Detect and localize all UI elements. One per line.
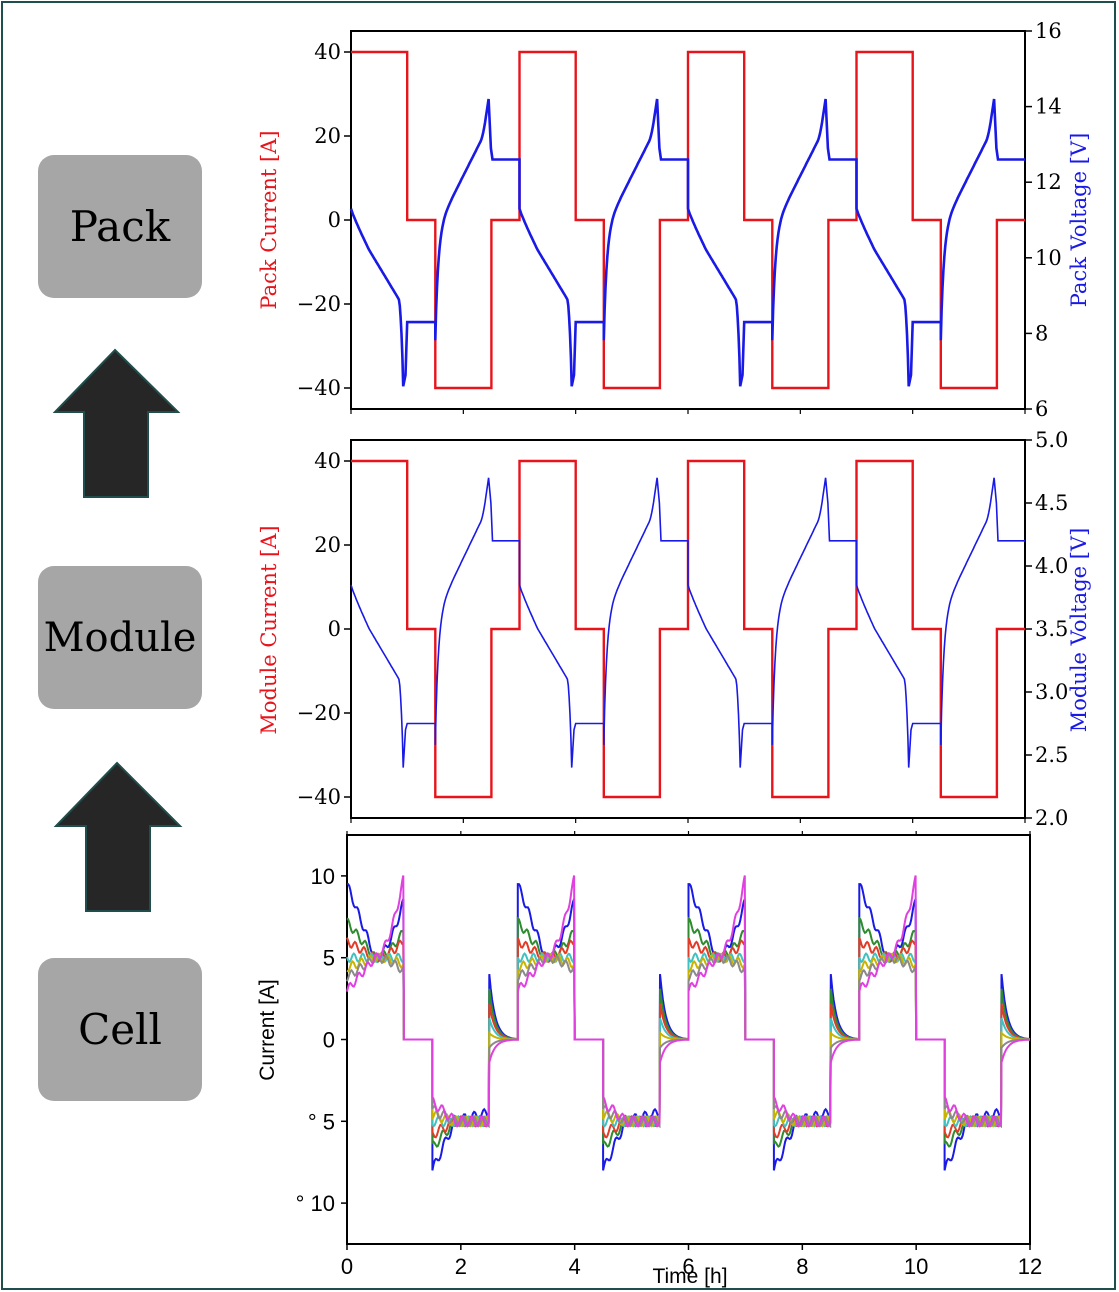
- module-y-tick-label: 0: [328, 617, 341, 641]
- up-arrow-icon: [53, 761, 183, 912]
- pack-stage-label: Pack: [69, 202, 171, 251]
- cell-current-series: [346, 875, 1030, 1128]
- up-arrow-icon: [52, 348, 181, 498]
- cell-y-tick-label: 10: [311, 864, 335, 889]
- pack-y-tick-label: 0: [328, 208, 341, 232]
- cell-y-tick-label: ° 10: [296, 1191, 335, 1216]
- pack-stage-box: Pack: [38, 155, 202, 298]
- pack-current-series: [351, 50, 1025, 390]
- cell-y-tick-label: ° 5: [308, 1109, 335, 1134]
- pack-y-tick-label: 40: [314, 40, 341, 64]
- cell-y-tick-label: 0: [323, 1028, 335, 1053]
- pack-y2-tick-label: 6: [1035, 397, 1048, 421]
- cell-x-tick-label: 12: [1018, 1254, 1042, 1279]
- pack-y2-tick-label: 10: [1035, 246, 1062, 270]
- cell-x-tick-label: 2: [455, 1254, 467, 1279]
- cell-chart: Current [A] Time [h] 10 5 0 ° 5 ° 10 0 2 4 6 8 10 1…: [256, 831, 1042, 1288]
- module-chart: Module Current [A] Module Voltage [V] 40…: [257, 428, 1091, 830]
- pack-current-axis-label: Pack Current [A]: [257, 130, 281, 309]
- module-current-series: [351, 459, 1025, 799]
- cell-stage-label: Cell: [78, 1005, 162, 1054]
- pack-chart: Pack Current [A] Pack Voltage [V] 40 20 0 −…: [257, 19, 1091, 421]
- cell-x-tick-label: 4: [569, 1254, 581, 1279]
- cell-time-axis-label: Time [h]: [652, 1265, 727, 1288]
- module-y2-tick-label: 3.5: [1035, 617, 1068, 641]
- pack-y2-tick-label: 8: [1035, 321, 1048, 345]
- module-y2-tick-label: 4.5: [1035, 491, 1068, 515]
- pack-voltage-axis-label: Pack Voltage [V]: [1067, 133, 1091, 308]
- cell-x-tick-label: 6: [682, 1254, 694, 1279]
- cell-y-tick-label: 5: [323, 946, 335, 971]
- module-current-axis-label: Module Current [A]: [257, 525, 281, 734]
- module-y-tick-label: 40: [314, 449, 341, 473]
- module-y2-tick-label: 4.0: [1035, 554, 1068, 578]
- module-y2-tick-label: 2.0: [1035, 806, 1068, 830]
- module-y-tick-label: −20: [297, 701, 341, 725]
- cell-x-tick-label: 10: [904, 1254, 928, 1279]
- pack-y2-tick-label: 12: [1035, 170, 1062, 194]
- module-stage-box: Module: [38, 566, 202, 709]
- pack-y-tick-label: −20: [297, 292, 341, 316]
- pack-y2-tick-label: 14: [1035, 95, 1062, 119]
- module-stage-label: Module: [43, 614, 197, 661]
- module-voltage-axis-label: Module Voltage [V]: [1067, 528, 1091, 733]
- cell-stage-box: Cell: [38, 958, 202, 1101]
- pack-voltage-series: [349, 98, 1025, 387]
- module-y2-tick-label: 3.0: [1035, 680, 1068, 704]
- pack-y2-tick-label: 16: [1035, 19, 1062, 43]
- module-y2-tick-label: 5.0: [1035, 428, 1068, 452]
- module-y2-tick-label: 2.5: [1035, 743, 1068, 767]
- module-voltage-series: [350, 477, 1025, 768]
- cell-current-axis-label: Current [A]: [256, 979, 279, 1081]
- module-y-tick-label: 20: [314, 533, 341, 557]
- pack-y-tick-label: 20: [314, 124, 341, 148]
- cell-x-tick-label: 8: [796, 1254, 808, 1279]
- module-y-tick-label: −40: [297, 785, 341, 809]
- pack-y-tick-label: −40: [297, 376, 341, 400]
- cell-x-tick-label: 0: [341, 1254, 353, 1279]
